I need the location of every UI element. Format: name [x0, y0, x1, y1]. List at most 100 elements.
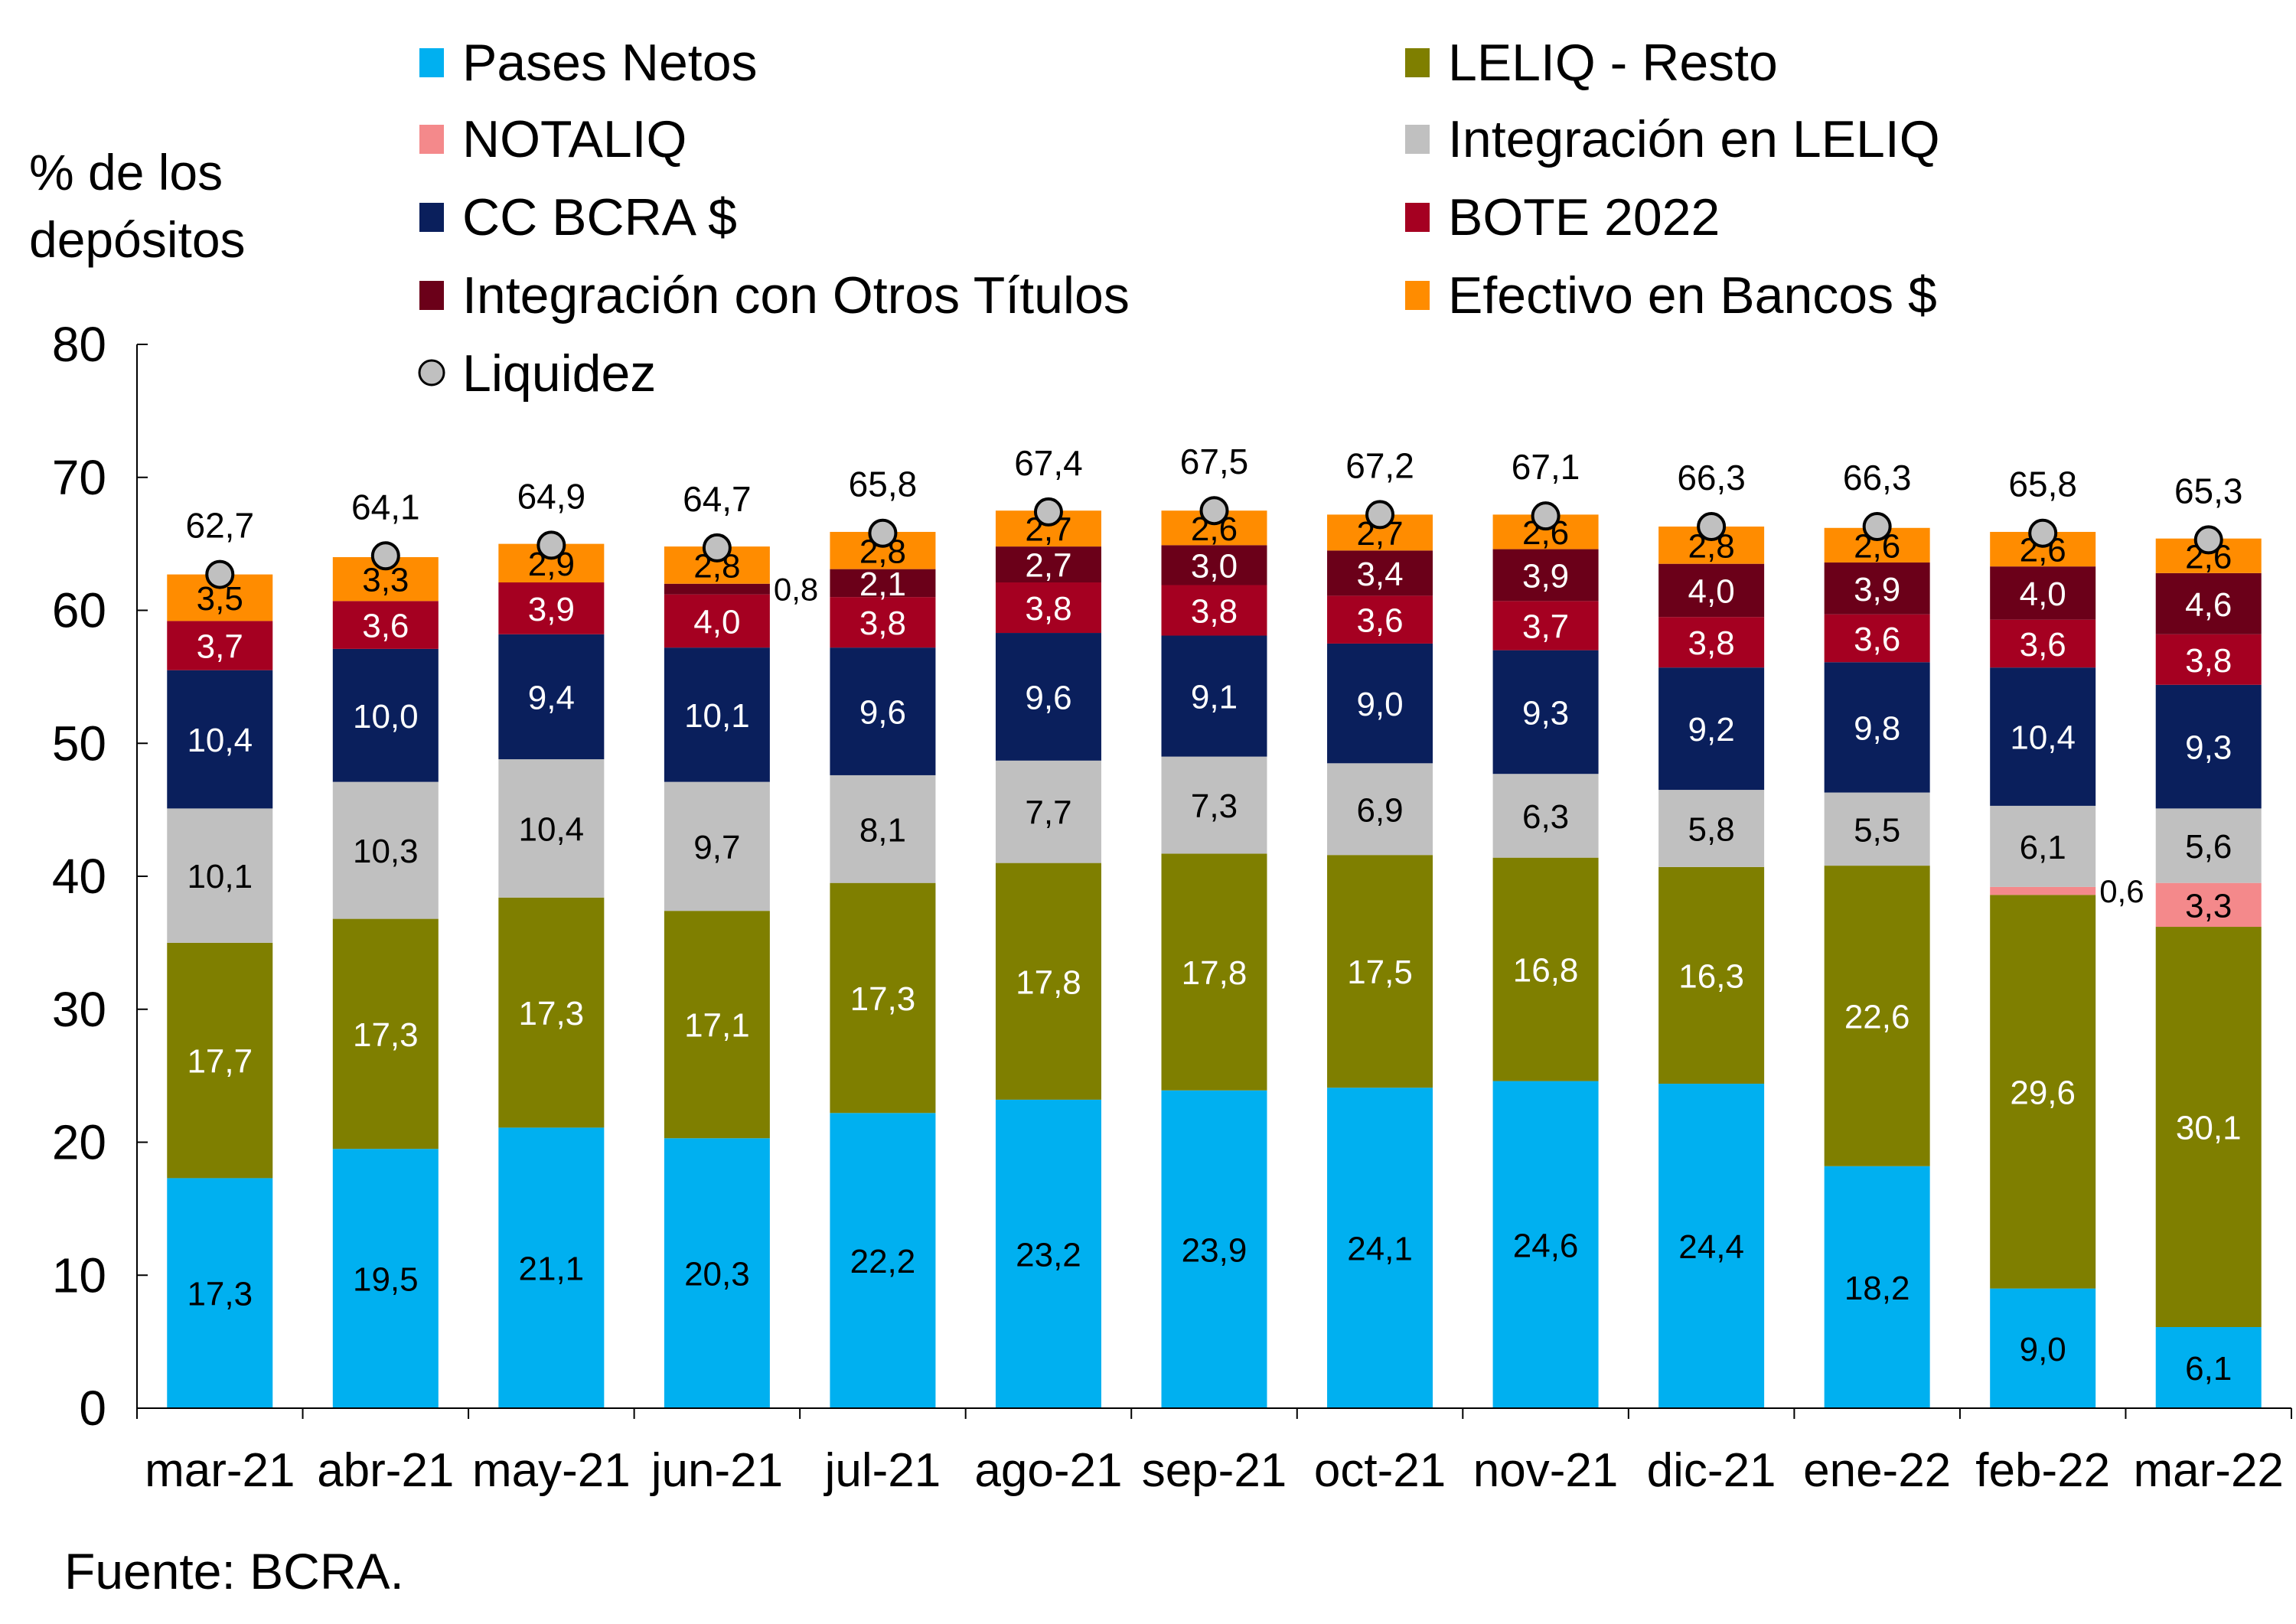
bar-segment: [1492, 601, 1599, 651]
legend-swatch: [419, 125, 444, 154]
bar-segment: [2155, 927, 2262, 1328]
liquidez-marker: [1862, 512, 1892, 542]
x-tick-label: ago-21: [974, 1444, 1122, 1497]
source-note: Fuente: BCRA.: [64, 1543, 404, 1600]
legend-item: NOTALIQ: [419, 110, 687, 168]
bar-segment: [1990, 667, 2096, 806]
y-tick-label: 80: [52, 317, 106, 372]
data-label: 22,2: [850, 1243, 916, 1280]
data-label: 7,3: [1191, 788, 1238, 825]
y-axis: 0 10 20 30 40 50 60 70 80: [52, 317, 148, 1436]
liquidez-label: 64,7: [683, 479, 752, 519]
data-label: 6,1: [2020, 829, 2066, 866]
data-label: 16,8: [1513, 952, 1579, 990]
bar-segment: [664, 911, 770, 1139]
bar-segment: [830, 597, 936, 648]
liquidez-marker: [2028, 518, 2058, 548]
bar-segment: [332, 918, 439, 1150]
data-label: 10,0: [353, 698, 419, 735]
bar-segment: [1658, 790, 1765, 867]
x-axis: mar-21 abr-21 may-21 jun-21 jul-21 ago-21 sep-…: [136, 1407, 2292, 1497]
data-label: 9,2: [1688, 711, 1735, 748]
bar-segment: [332, 648, 439, 782]
liquidez-marker: [536, 530, 566, 560]
data-label: 4,0: [693, 603, 740, 641]
bar-segment: [1824, 662, 1930, 793]
data-label: 17,3: [353, 1016, 419, 1054]
liquidez-label: 66,3: [1843, 458, 1912, 497]
data-label: 3,9: [528, 591, 575, 628]
bar-segment: [1990, 895, 2096, 1289]
data-label: 17,1: [684, 1007, 750, 1045]
liquidez-label: 65,8: [2008, 465, 2077, 504]
legend-item: Efectivo en Bancos $: [1405, 266, 1937, 324]
bar-segment: [167, 621, 273, 670]
data-label: 2,1: [859, 566, 906, 603]
data-label: 5,5: [1854, 811, 1900, 849]
legend-item: Integración en LELIQ: [1405, 110, 1940, 168]
data-label: 3,9: [1522, 557, 1569, 595]
legend-swatch: [1405, 48, 1430, 77]
y-tick-label: 40: [52, 849, 106, 904]
bar-stack: 21,117,310,49,43,92,964,9: [498, 476, 605, 1408]
liquidez-label: 66,3: [1677, 458, 1746, 497]
legend-item: Liquidez: [418, 344, 656, 403]
bar-segment: [1990, 619, 2096, 668]
bar-segment: [664, 583, 770, 595]
bar-segment: [1990, 566, 2096, 620]
y-tick-label: 10: [52, 1247, 106, 1303]
bar-segment: [1824, 866, 1930, 1166]
data-label: 30,1: [2176, 1110, 2242, 1147]
x-tick-label: mar-21: [145, 1444, 295, 1497]
data-label: 9,0: [2020, 1331, 2066, 1368]
bar-segment: [1824, 1166, 1930, 1408]
data-label: 3,6: [1356, 602, 1403, 640]
data-label: 4,0: [1688, 572, 1735, 610]
data-label: 17,5: [1347, 954, 1413, 991]
data-label: 23,2: [1016, 1236, 1081, 1273]
bar-segment: [2155, 634, 2262, 685]
liquidez-label: 65,8: [849, 465, 918, 504]
data-label: 3,7: [197, 628, 243, 666]
x-tick-label: abr-21: [317, 1444, 454, 1497]
bar-segment: [1492, 774, 1599, 858]
data-label: 9,3: [1522, 694, 1569, 732]
data-label: 3,0: [1191, 547, 1238, 585]
data-label: 24,4: [1678, 1228, 1744, 1266]
data-label: 9,7: [693, 829, 740, 866]
data-label: 3,6: [362, 608, 409, 645]
data-label: 5,8: [1688, 810, 1735, 848]
bar-stack: 24,616,86,39,33,73,92,667,1: [1492, 447, 1599, 1408]
data-label: 21,1: [519, 1251, 585, 1288]
bar-segment: [332, 1149, 439, 1408]
bar-stack: 24,416,35,89,23,84,02,866,3: [1658, 458, 1765, 1408]
bars: 17,317,710,110,43,73,562,719,517,310,310…: [167, 442, 2262, 1408]
data-label: 23,9: [1182, 1231, 1247, 1269]
liquidez-marker: [868, 518, 898, 548]
bar-segment: [1161, 635, 1267, 757]
data-label: 9,6: [859, 694, 906, 732]
x-tick-label: may-21: [472, 1444, 631, 1497]
liquidez-label: 67,5: [1180, 442, 1249, 481]
legend-swatch: [419, 281, 444, 310]
liquidez-marker: [1697, 512, 1727, 542]
x-tick-label: feb-22: [1975, 1444, 2110, 1497]
legend-label: NOTALIQ: [462, 110, 687, 168]
bar-segment: [995, 582, 1101, 634]
bar-segment: [1990, 1288, 2096, 1408]
legend-item: Pases Netos: [419, 34, 758, 92]
data-label: 10,4: [519, 810, 585, 848]
data-label: 10,1: [684, 697, 750, 735]
legend-label: BOTE 2022: [1448, 188, 1720, 246]
bar-segment: [1824, 562, 1930, 615]
data-label: 3,7: [1522, 608, 1569, 645]
bar-stack: 18,222,65,59,83,63,92,666,3: [1824, 458, 1930, 1408]
data-label: 2,7: [1025, 547, 1071, 585]
legend-item: BOTE 2022: [1405, 188, 1720, 246]
bar-segment: [332, 781, 439, 919]
bar-segment: [1824, 614, 1930, 663]
bar-segment: [830, 569, 936, 598]
bar-segment: [995, 760, 1101, 863]
liquidez-label: 62,7: [186, 506, 255, 546]
bar-segment: [1327, 1088, 1433, 1408]
